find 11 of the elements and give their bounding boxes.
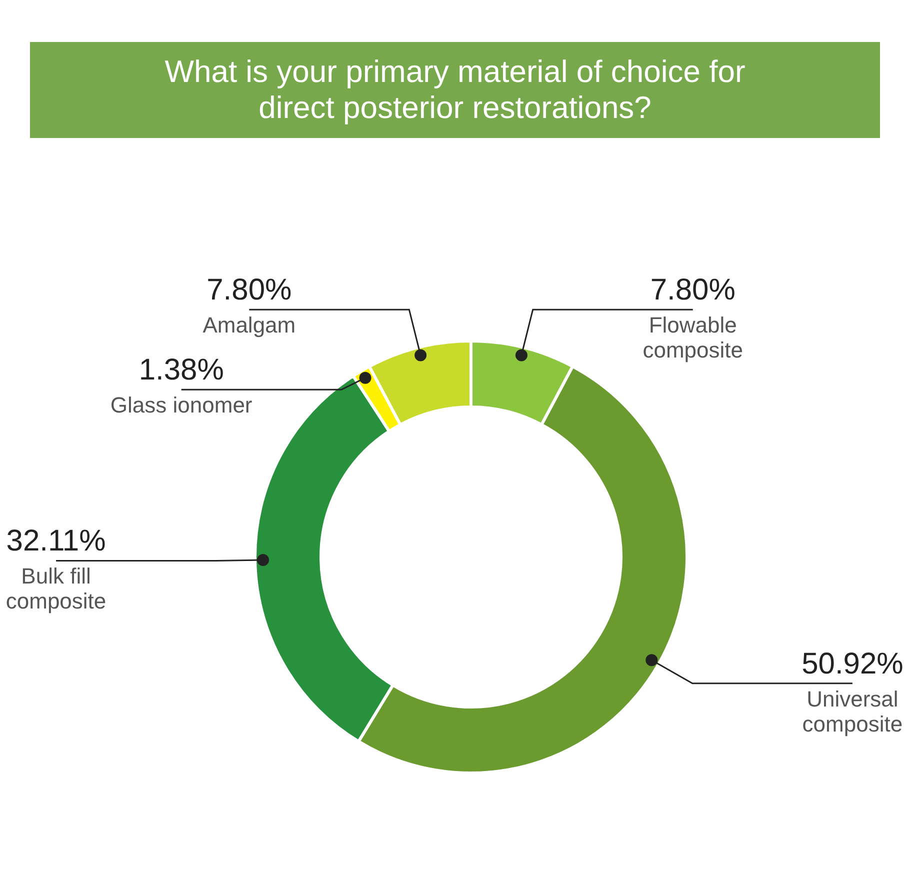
- slice-label: Universal composite: [802, 686, 903, 736]
- slice-label: Bulk fill composite: [6, 564, 106, 614]
- chart-title: What is your primary material of choice for direct posterior restorations?: [30, 42, 880, 138]
- data-label: 7.80%: [206, 274, 292, 307]
- slice-label: Glass ionomer: [110, 392, 252, 418]
- data-label: 50.92%: [802, 647, 904, 680]
- data-label: 32.11%: [6, 524, 106, 558]
- data-label: 7.80%: [650, 274, 736, 307]
- slice-label: Flowable composite: [642, 312, 743, 363]
- slice-label: Amalgam: [202, 312, 296, 338]
- data-label: 1.38%: [138, 354, 224, 387]
